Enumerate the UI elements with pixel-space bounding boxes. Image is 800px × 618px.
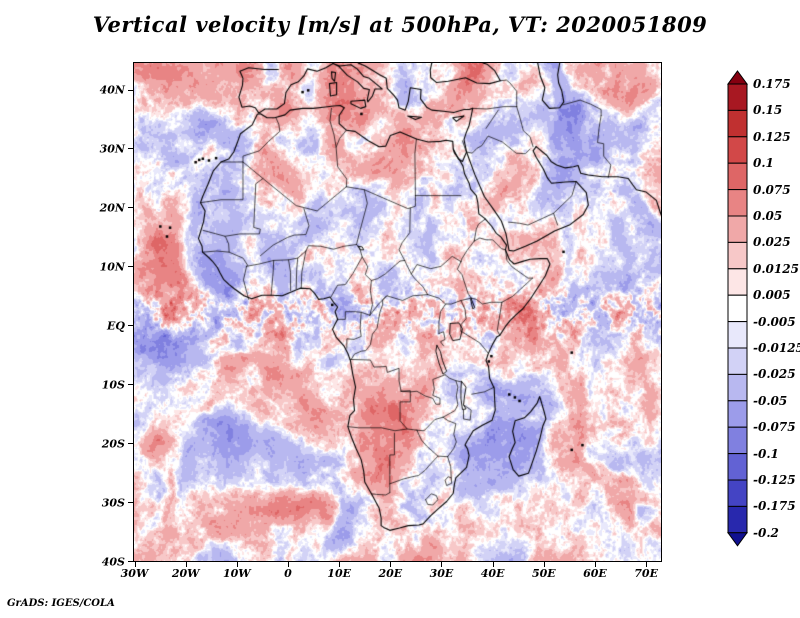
plot-title: Vertical velocity [m/s] at 500hPa, VT: 2… xyxy=(92,12,708,37)
colorbar-tick-label: -0.075 xyxy=(753,420,796,435)
y-tick-label: EQ xyxy=(107,319,125,333)
x-tick-label: 30W xyxy=(120,567,149,580)
x-tickmark xyxy=(339,561,341,567)
colorbar-tick-label: 0.0125 xyxy=(753,261,799,276)
y-tickmark xyxy=(128,502,133,504)
colorbar-tick-label: -0.05 xyxy=(753,393,788,408)
y-tickmark xyxy=(128,384,133,386)
y-tickmark xyxy=(128,266,133,268)
colorbar-tick-label: -0.125 xyxy=(753,473,796,487)
colorbar-tick-label: 0.125 xyxy=(753,129,791,144)
y-tick-label: 40S xyxy=(101,555,125,568)
colorbar-tick-label: 0.025 xyxy=(753,235,791,250)
x-tick-label: 50E xyxy=(531,567,556,580)
y-tick-label: 30N xyxy=(99,142,125,156)
x-tickmark xyxy=(134,561,136,567)
y-tickmark xyxy=(128,561,133,562)
y-tick-label: 20S xyxy=(101,437,125,451)
colorbar-tick-label: 0.15 xyxy=(753,103,783,118)
colorbar-tick-label: 0.1 xyxy=(753,156,774,171)
y-tick-label: 10S xyxy=(101,378,125,392)
y-tickmark xyxy=(128,207,133,209)
y-tick-label: 30S xyxy=(101,496,125,510)
colorbar-tick-label: 0.075 xyxy=(753,182,791,197)
x-tickmark xyxy=(185,561,187,567)
colorbar-tick-label: -0.175 xyxy=(753,499,796,514)
colorbar-tick-label: 0.05 xyxy=(753,209,783,223)
x-tickmark xyxy=(492,561,494,567)
x-tickmark xyxy=(594,561,596,567)
colorbar-tick-label: -0.025 xyxy=(753,367,796,382)
x-tickmark xyxy=(441,561,443,567)
x-tick-label: 20W xyxy=(171,567,200,580)
x-tick-label: 40E xyxy=(480,567,505,580)
x-tick-label: 20E xyxy=(378,567,403,580)
y-tick-label: 10N xyxy=(99,260,125,274)
y-tickmark xyxy=(128,148,133,150)
x-tickmark xyxy=(287,561,289,567)
y-tickmark xyxy=(128,443,133,445)
colorbar-tick-label: -0.005 xyxy=(753,314,796,329)
colorbar-gradient xyxy=(727,70,748,547)
grads-credit: GrADS: IGES/COLA xyxy=(7,598,115,609)
x-tick-label: 10E xyxy=(327,567,351,580)
x-tickmark xyxy=(646,561,648,567)
colorbar-tick-label: -0.2 xyxy=(753,525,779,540)
x-tick-label: 70E xyxy=(634,567,658,580)
colorbar-tick-label: -0.1 xyxy=(753,446,779,461)
x-tickmark xyxy=(236,561,238,567)
y-tick-label: 20N xyxy=(99,201,125,215)
x-tick-label: 60E xyxy=(583,567,607,580)
y-tickmark xyxy=(128,325,133,327)
velocity-field-canvas xyxy=(134,63,661,561)
x-tickmark xyxy=(543,561,545,567)
map-panel xyxy=(133,62,662,562)
x-tickmark xyxy=(390,561,392,567)
x-tick-label: 0 xyxy=(284,567,292,580)
x-tick-label: 10W xyxy=(222,567,251,580)
y-tickmark xyxy=(128,89,133,91)
y-tick-label: 40N xyxy=(99,83,125,97)
colorbar-tick-label: 0.175 xyxy=(753,77,791,91)
colorbar-tick-label: 0.005 xyxy=(753,288,791,303)
colorbar-tick-label: -0.0125 xyxy=(753,341,800,355)
x-tick-label: 30E xyxy=(429,567,454,580)
